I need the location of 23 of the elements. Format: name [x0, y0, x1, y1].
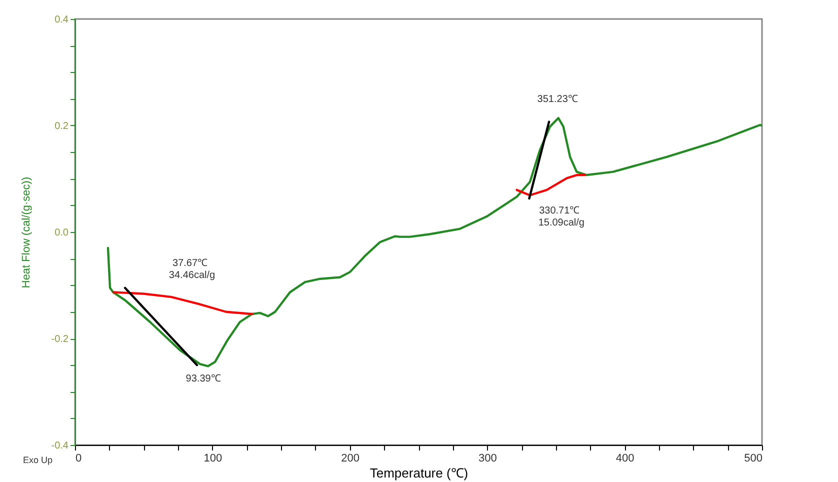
annotation: 34.46cal/g	[168, 270, 216, 281]
annotation: 93.39℃	[186, 374, 221, 385]
x-tick-label: 200	[341, 452, 360, 464]
text: Exo Up	[23, 455, 53, 465]
x-tick-label: 100	[204, 452, 222, 464]
annotation: 330.71℃	[539, 205, 580, 216]
x-axis-title: Temperature (℃)	[370, 466, 468, 480]
annotation: 37.67℃	[172, 258, 208, 269]
x-tick-label: 400	[616, 452, 634, 464]
x-tick-label: 0	[76, 452, 82, 464]
annotation: 351.23℃	[537, 94, 578, 106]
y-tick-label: 0.4	[54, 14, 69, 26]
y-tick-label: 0.0	[54, 228, 69, 238]
x-tick-label: 500	[744, 452, 762, 464]
y-tick-label: -0.4	[51, 440, 69, 452]
annotation: 15.09cal/g	[538, 217, 584, 228]
x-tick-label: 300	[478, 452, 497, 464]
y-tick-label: -0.2	[51, 334, 69, 345]
line-series	[106, 116, 762, 368]
y-tick-label: 0.2	[54, 121, 69, 132]
line-series	[112, 291, 254, 316]
line-series	[516, 174, 586, 196]
y-axis-title: Heat Flow (cal/(g·sec))	[20, 176, 32, 288]
